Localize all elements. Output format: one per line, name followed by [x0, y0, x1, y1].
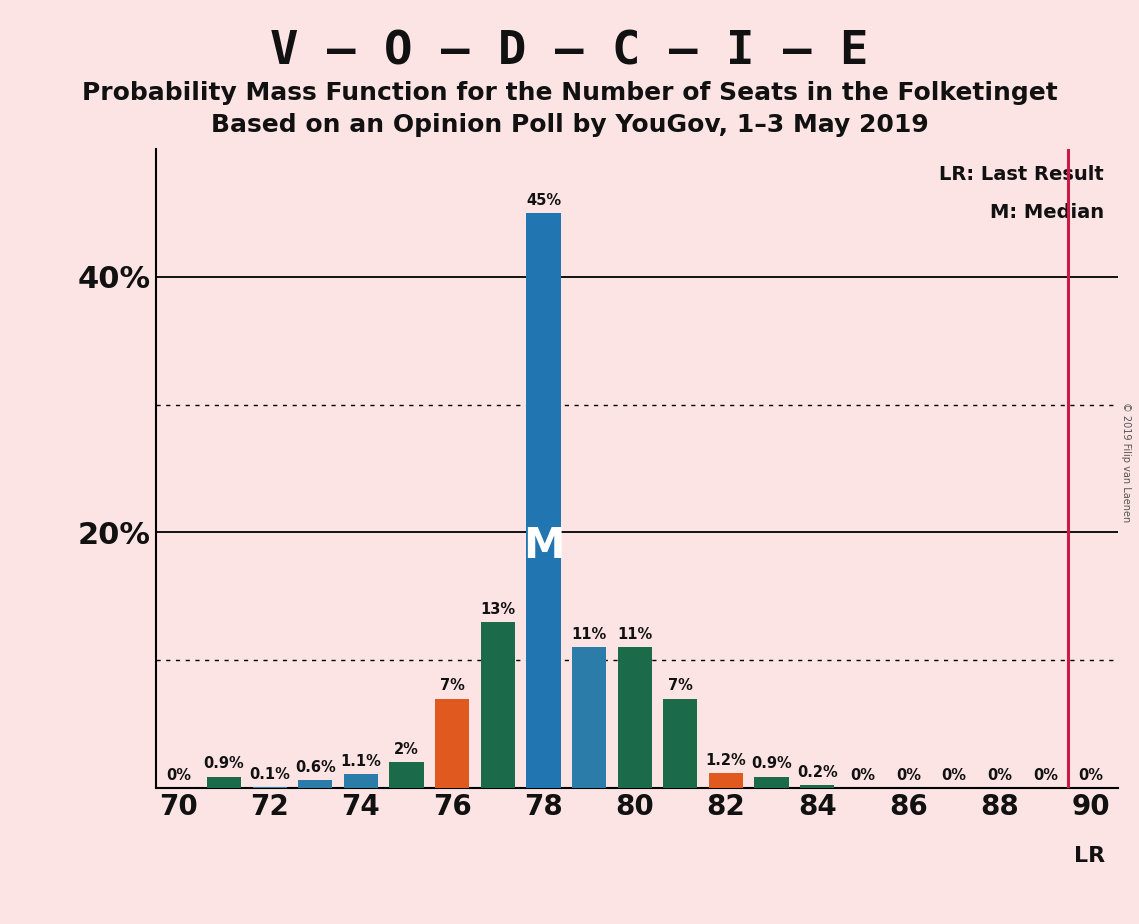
Text: 0.2%: 0.2%	[797, 765, 837, 781]
Text: 7%: 7%	[440, 678, 465, 693]
Bar	[253, 786, 287, 788]
Text: 11%: 11%	[617, 627, 653, 642]
Text: Probability Mass Function for the Number of Seats in the Folketinget: Probability Mass Function for the Number…	[82, 81, 1057, 105]
Text: 0%: 0%	[896, 768, 921, 783]
Text: 0.9%: 0.9%	[204, 757, 245, 772]
Text: 7%: 7%	[667, 678, 693, 693]
Bar	[207, 776, 241, 788]
Text: © 2019 Filip van Laenen: © 2019 Filip van Laenen	[1121, 402, 1131, 522]
Text: 0.1%: 0.1%	[249, 767, 290, 782]
Text: 0%: 0%	[1079, 768, 1104, 783]
Text: M: M	[523, 526, 564, 567]
Bar	[435, 699, 469, 788]
Text: 1.1%: 1.1%	[341, 754, 382, 769]
Text: V – O – D – C – I – E: V – O – D – C – I – E	[270, 30, 869, 75]
Text: 11%: 11%	[572, 627, 607, 642]
Text: Based on an Opinion Poll by YouGov, 1–3 May 2019: Based on an Opinion Poll by YouGov, 1–3 …	[211, 113, 928, 137]
Text: 0%: 0%	[988, 768, 1013, 783]
Text: 0%: 0%	[851, 768, 875, 783]
Text: 0%: 0%	[942, 768, 967, 783]
Text: 0.9%: 0.9%	[752, 757, 792, 772]
Text: 1.2%: 1.2%	[705, 752, 746, 768]
Bar	[481, 622, 515, 788]
Bar	[708, 772, 743, 788]
Text: 2%: 2%	[394, 742, 419, 758]
Bar	[526, 213, 560, 788]
Bar	[298, 781, 333, 788]
Text: 45%: 45%	[526, 193, 562, 208]
Bar	[754, 776, 788, 788]
Text: 0%: 0%	[1033, 768, 1058, 783]
Text: 0.6%: 0.6%	[295, 760, 336, 775]
Bar	[800, 785, 834, 788]
Bar	[390, 762, 424, 788]
Bar	[344, 774, 378, 788]
Text: LR: LR	[1074, 845, 1105, 866]
Text: LR: Last Result: LR: Last Result	[940, 165, 1104, 184]
Text: M: Median: M: Median	[990, 203, 1104, 223]
Text: 13%: 13%	[481, 602, 515, 616]
Bar	[617, 648, 652, 788]
Bar	[572, 648, 606, 788]
Bar	[663, 699, 697, 788]
Text: 0%: 0%	[166, 768, 191, 783]
